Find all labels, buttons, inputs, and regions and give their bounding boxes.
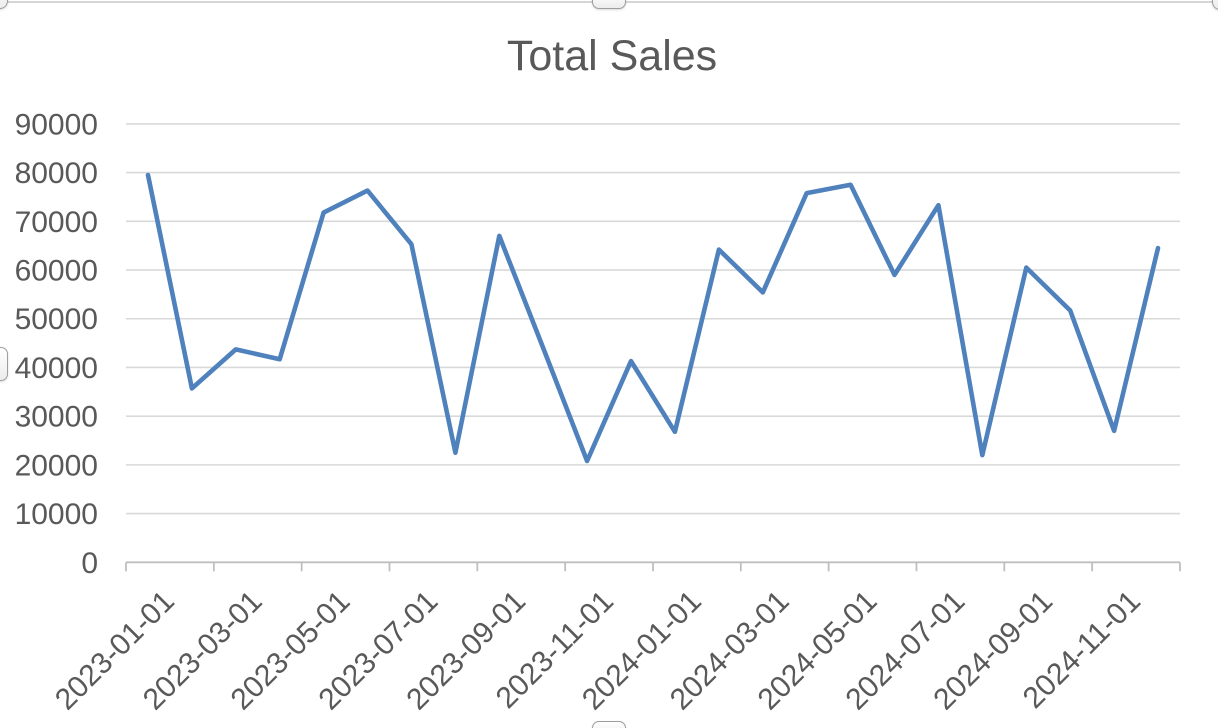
chart-title[interactable]: Total Sales <box>507 32 717 80</box>
y-tick-label-90000[interactable]: 90000 <box>15 108 98 141</box>
series-line-total-sales[interactable] <box>145 172 1161 464</box>
selection-handle-left-middle[interactable] <box>0 347 8 381</box>
y-tick-label-30000[interactable]: 30000 <box>15 401 98 434</box>
y-axis-tick-labels[interactable]: 90000 80000 70000 60000 50000 40000 30000 20000… <box>15 108 98 579</box>
x-axis[interactable] <box>125 561 1181 572</box>
y-tick-label-40000[interactable]: 40000 <box>15 352 98 385</box>
y-tick-label-0[interactable]: 0 <box>81 547 98 580</box>
selection-handle-bottom-center[interactable] <box>592 721 626 728</box>
y-tick-label-20000[interactable]: 20000 <box>15 449 98 482</box>
gridlines <box>126 123 1180 515</box>
selection-handle-top-center[interactable] <box>592 0 626 9</box>
y-tick-label-70000[interactable]: 70000 <box>15 206 98 239</box>
y-tick-label-10000[interactable]: 10000 <box>15 498 98 531</box>
y-tick-label-60000[interactable]: 60000 <box>15 255 98 288</box>
x-axis-tick-labels[interactable]: 2023-01-012023-03-012023-05-012023-07-01… <box>49 585 1147 717</box>
y-tick-label-80000[interactable]: 80000 <box>15 157 98 190</box>
y-tick-label-50000[interactable]: 50000 <box>15 303 98 336</box>
